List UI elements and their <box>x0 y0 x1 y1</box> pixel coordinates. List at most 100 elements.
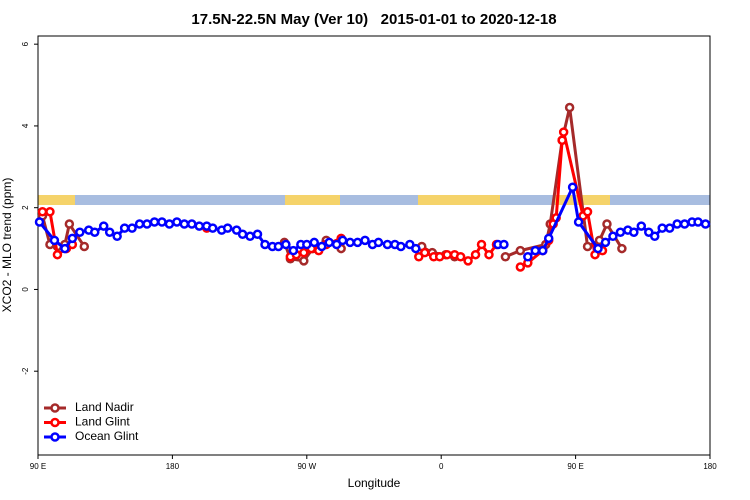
point <box>515 245 526 256</box>
point <box>45 207 55 217</box>
point <box>617 243 627 254</box>
point <box>164 219 175 229</box>
point <box>442 249 452 260</box>
x-tick-label: 90 E <box>30 462 46 471</box>
point <box>500 251 511 262</box>
point <box>672 219 682 229</box>
point <box>557 135 567 145</box>
point <box>316 241 327 252</box>
point <box>405 239 415 250</box>
point <box>543 233 554 244</box>
legend-marker <box>50 432 60 442</box>
point <box>172 217 182 227</box>
point <box>537 245 548 256</box>
point <box>337 235 348 246</box>
legend-marker <box>50 403 60 413</box>
legend-label: Land Nadir <box>75 400 134 414</box>
point <box>194 221 205 231</box>
point <box>420 247 430 258</box>
point <box>373 237 384 248</box>
point <box>396 241 406 252</box>
point <box>523 251 533 262</box>
point <box>608 231 618 242</box>
point <box>582 241 593 252</box>
point <box>484 249 494 260</box>
point <box>273 241 284 252</box>
point <box>104 227 115 237</box>
land-block <box>38 195 75 205</box>
point <box>564 102 575 113</box>
chart-title: 17.5N-22.5N May (Ver 10) 2015-01-01 to 2… <box>191 11 556 28</box>
point <box>345 237 355 248</box>
point <box>331 239 342 250</box>
point <box>179 219 190 229</box>
x-tick-label: 180 <box>166 462 180 471</box>
point <box>64 219 75 229</box>
point <box>49 235 60 246</box>
point <box>602 219 612 229</box>
point <box>499 239 509 250</box>
point <box>324 237 334 248</box>
point <box>98 221 109 231</box>
point <box>649 231 660 242</box>
point <box>530 245 541 256</box>
point <box>360 235 370 246</box>
point <box>260 239 270 250</box>
point <box>79 241 90 252</box>
point <box>302 239 312 250</box>
point <box>593 243 603 254</box>
x-axis-label: Longitude <box>348 476 401 490</box>
point <box>600 237 611 248</box>
point <box>281 239 291 250</box>
point <box>34 217 45 227</box>
point <box>67 233 78 244</box>
point <box>615 227 626 237</box>
point <box>75 227 85 237</box>
point <box>657 223 667 233</box>
y-tick-label: 6 <box>21 41 30 46</box>
legend-label: Land Glint <box>75 415 130 429</box>
plot-frame <box>37 35 711 456</box>
point <box>134 219 145 229</box>
series-line <box>41 107 624 263</box>
legend-label: Ocean Glint <box>75 429 139 443</box>
point <box>299 256 309 266</box>
point <box>149 217 160 227</box>
y-tick-label: 2 <box>21 205 30 210</box>
y-tick-label: -2 <box>21 367 30 375</box>
land-block <box>418 195 500 205</box>
land-block <box>285 195 340 205</box>
x-tick-label: 0 <box>439 462 444 471</box>
point <box>60 243 70 254</box>
point <box>231 225 242 235</box>
point <box>558 127 569 137</box>
point <box>434 251 445 262</box>
point <box>237 229 248 240</box>
point <box>582 207 593 217</box>
point <box>664 223 675 233</box>
x-tick-label: 90 W <box>297 462 316 471</box>
point <box>455 251 466 262</box>
point <box>414 251 424 262</box>
point <box>245 231 255 242</box>
y-tick-label: 4 <box>21 123 30 128</box>
point <box>567 182 578 192</box>
point <box>476 239 487 250</box>
point <box>119 223 130 233</box>
point <box>222 223 233 233</box>
point <box>288 245 299 256</box>
point <box>644 227 654 237</box>
point <box>382 239 393 250</box>
x-tick-label: 90 E <box>567 462 583 471</box>
point <box>299 247 309 258</box>
x-tick-label: 180 <box>703 462 717 471</box>
y-tick-label: 0 <box>21 287 30 292</box>
point <box>89 227 100 237</box>
point <box>157 217 167 227</box>
point <box>127 223 137 233</box>
point <box>411 243 421 254</box>
point <box>629 227 639 237</box>
point <box>470 249 481 260</box>
point <box>463 256 473 266</box>
